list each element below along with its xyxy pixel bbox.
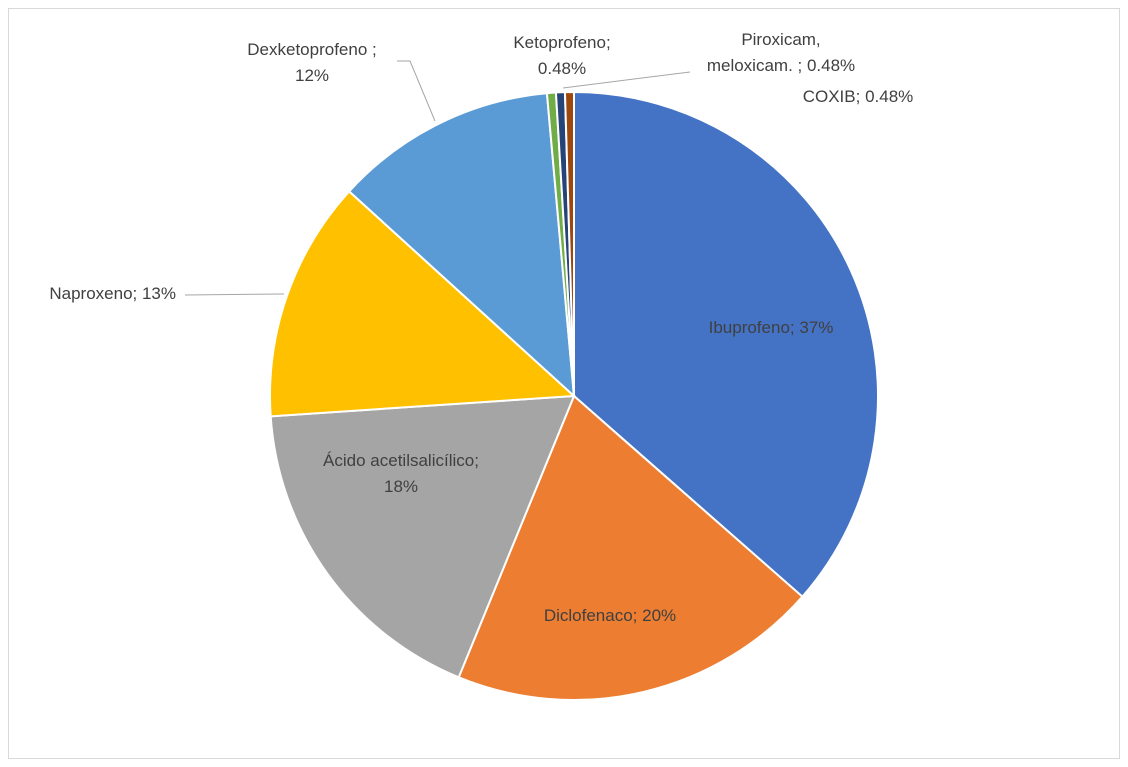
data-label: Dexketoprofeno ; 12% (247, 40, 376, 85)
data-label: Ketoprofeno; 0.48% (513, 33, 610, 78)
data-label: Ácido acetilsalicílico; 18% (323, 451, 479, 496)
data-label: Naproxeno; 13% (49, 284, 176, 303)
pie-slice (269, 189, 577, 418)
leader-line (562, 71, 691, 89)
leader-line (184, 293, 285, 296)
pie-slice (573, 90, 879, 599)
pie-slice (347, 92, 576, 399)
pie-slice (457, 394, 804, 701)
data-label: COXIB; 0.48% (803, 87, 914, 106)
leader-line (397, 60, 436, 122)
pie-slice (269, 394, 576, 679)
pie-slice (563, 90, 575, 397)
data-label: Ibuprofeno; 37% (709, 318, 834, 337)
data-label: Piroxicam, meloxicam. ; 0.48% (707, 30, 855, 75)
data-label: Diclofenaco; 20% (544, 606, 676, 625)
